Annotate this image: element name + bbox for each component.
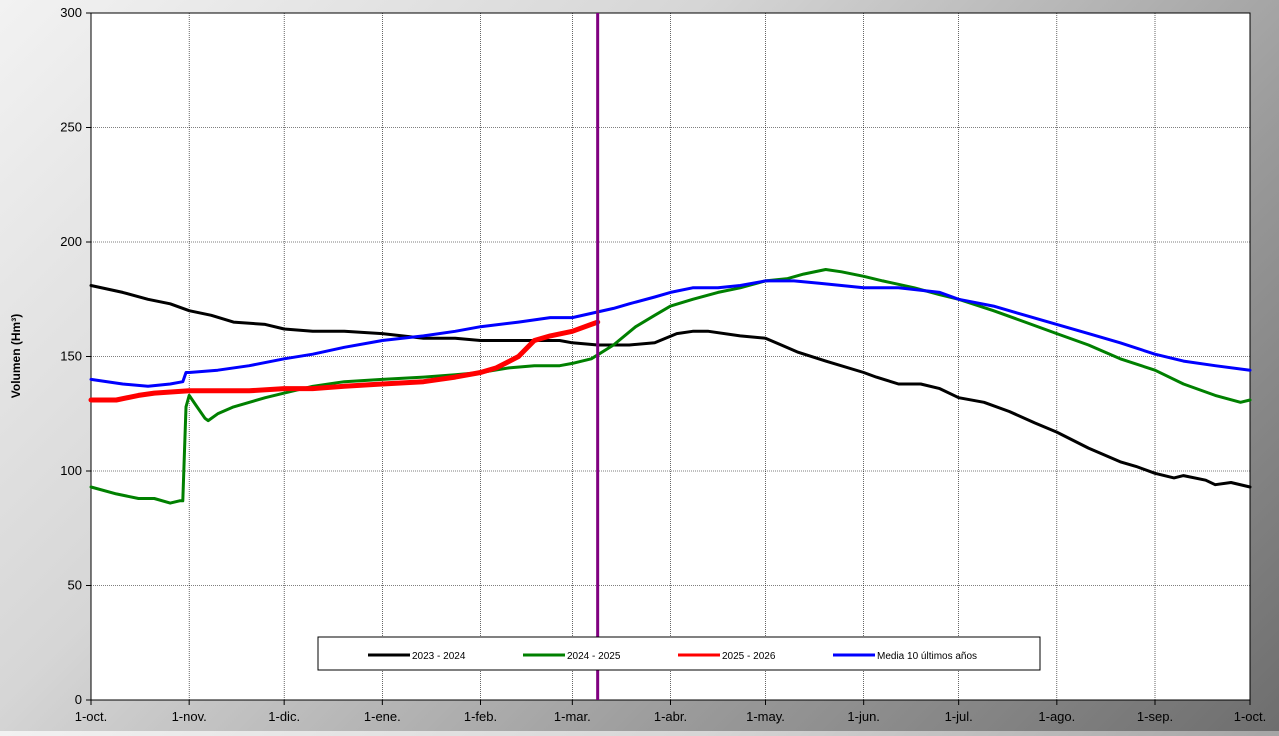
y-tick-label: 200 — [60, 234, 82, 249]
series-line-3 — [88, 319, 601, 403]
y-axis: 0 50 100 150 200 250 300 — [60, 5, 91, 707]
x-tick-label: 1-mar. — [554, 709, 591, 724]
y-axis-label: Volumen (Hm³) — [9, 314, 23, 398]
legend-label-3: 2025 - 2026 — [722, 651, 776, 662]
x-tick-label: 1-jul. — [945, 709, 973, 724]
x-axis: 1-oct. 1-nov. 1-dic. 1-ene. 1-feb. 1-mar. 1-ab… — [75, 700, 1267, 724]
x-tick-label: 1-abr. — [654, 709, 687, 724]
x-tick-label: 1-may. — [746, 709, 785, 724]
legend-label-1: 2023 - 2024 — [412, 651, 466, 662]
x-tick-label: 1-dic. — [268, 709, 300, 724]
y-tick-label: 0 — [75, 692, 82, 707]
series-line-1 — [89, 284, 1252, 489]
series-line-4 — [89, 279, 1252, 388]
x-tick-label: 1-ago. — [1038, 709, 1075, 724]
x-tick-label: 1-oct. — [75, 709, 108, 724]
x-tick-label: 1-ene. — [364, 709, 401, 724]
y-tick-label: 100 — [60, 463, 82, 478]
grid — [91, 13, 1250, 700]
x-tick-label: 1-oct. — [1234, 709, 1267, 724]
series-layer — [88, 268, 1252, 505]
y-tick-label: 250 — [60, 120, 82, 135]
x-tick-label: 1-sep. — [1137, 709, 1173, 724]
legend-label-4: Media 10 últimos años — [877, 651, 977, 662]
x-tick-label: 1-nov. — [172, 709, 207, 724]
y-tick-label: 50 — [68, 578, 82, 593]
y-tick-label: 150 — [60, 349, 82, 364]
series-line-2 — [89, 268, 1252, 505]
legend-label-2: 2024 - 2025 — [567, 651, 621, 662]
y-tick-label: 300 — [60, 5, 82, 20]
legend: 2023 - 2024 2024 - 2025 2025 - 2026 Media 1… — [368, 651, 977, 662]
plot-area — [90, 12, 1251, 701]
x-tick-label: 1-feb. — [464, 709, 497, 724]
x-tick-label: 1-jun. — [847, 709, 880, 724]
